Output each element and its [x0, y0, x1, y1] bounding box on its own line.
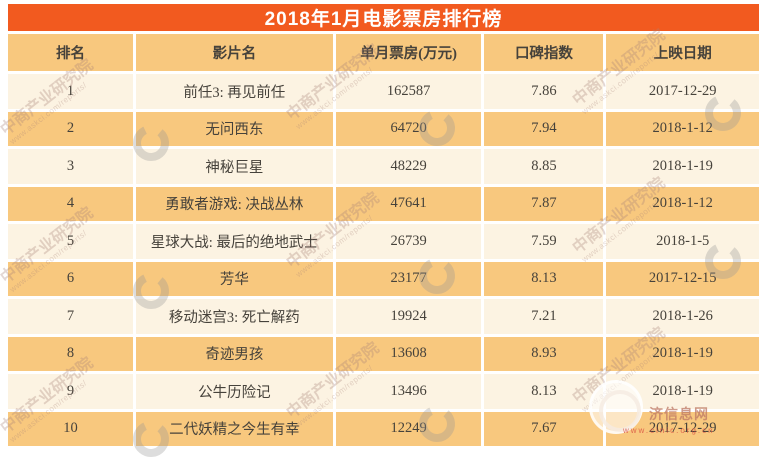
cell-boxoffice: 48229	[335, 149, 482, 184]
cell-date: 2018-1-26	[606, 299, 759, 334]
cell-score: 8.93	[484, 336, 604, 371]
cell-score: 7.86	[484, 74, 604, 109]
cell-boxoffice: 23177	[335, 261, 482, 296]
cell-movie: 二代妖精之今生有幸	[135, 411, 333, 446]
cell-score: 8.85	[484, 149, 604, 184]
page-title: 2018年1月电影票房排行榜	[8, 4, 759, 31]
cell-boxoffice: 162587	[335, 74, 482, 109]
cell-date: 2018-1-12	[606, 186, 759, 221]
cell-boxoffice: 12249	[335, 411, 482, 446]
cell-rank: 9	[8, 374, 133, 409]
cell-movie: 公牛历险记	[135, 374, 333, 409]
cell-boxoffice: 64720	[335, 111, 482, 146]
col-header-movie: 影片名	[135, 34, 333, 71]
cell-date: 2018-1-5	[606, 224, 759, 259]
cell-boxoffice: 19924	[335, 299, 482, 334]
cell-rank: 10	[8, 411, 133, 446]
cell-score: 7.94	[484, 111, 604, 146]
cell-movie: 前任3: 再见前任	[135, 74, 333, 109]
table-grid: 排名 影片名 单月票房(万元) 口碑指数 上映日期 1 前任3: 再见前任 16…	[8, 34, 759, 446]
cell-boxoffice: 47641	[335, 186, 482, 221]
col-header-score: 口碑指数	[484, 34, 604, 71]
cell-date: 2018-1-19	[606, 336, 759, 371]
cell-date: 2017-12-29	[606, 411, 759, 446]
cell-movie: 星球大战: 最后的绝地武士	[135, 224, 333, 259]
cell-rank: 4	[8, 186, 133, 221]
cell-movie: 勇敢者游戏: 决战丛林	[135, 186, 333, 221]
cell-movie: 移动迷宫3: 死亡解药	[135, 299, 333, 334]
cell-boxoffice: 13608	[335, 336, 482, 371]
col-header-date: 上映日期	[606, 34, 759, 71]
cell-date: 2017-12-15	[606, 261, 759, 296]
cell-date: 2017-12-29	[606, 74, 759, 109]
cell-rank: 1	[8, 74, 133, 109]
cell-rank: 3	[8, 149, 133, 184]
col-header-boxoffice: 单月票房(万元)	[335, 34, 482, 71]
cell-rank: 2	[8, 111, 133, 146]
cell-movie: 神秘巨星	[135, 149, 333, 184]
cell-movie: 奇迹男孩	[135, 336, 333, 371]
cell-score: 7.59	[484, 224, 604, 259]
cell-rank: 6	[8, 261, 133, 296]
col-header-rank: 排名	[8, 34, 133, 71]
cell-score: 7.67	[484, 411, 604, 446]
cell-score: 7.21	[484, 299, 604, 334]
cell-movie: 芳华	[135, 261, 333, 296]
cell-rank: 7	[8, 299, 133, 334]
cell-score: 7.87	[484, 186, 604, 221]
cell-date: 2018-1-19	[606, 149, 759, 184]
cell-boxoffice: 26739	[335, 224, 482, 259]
cell-rank: 8	[8, 336, 133, 371]
cell-boxoffice: 13496	[335, 374, 482, 409]
cell-score: 8.13	[484, 261, 604, 296]
ranking-table: 2018年1月电影票房排行榜 排名 影片名 单月票房(万元) 口碑指数 上映日期…	[8, 4, 759, 446]
cell-date: 2018-1-12	[606, 111, 759, 146]
cell-date: 2018-1-19	[606, 374, 759, 409]
cell-movie: 无问西东	[135, 111, 333, 146]
cell-rank: 5	[8, 224, 133, 259]
cell-score: 8.13	[484, 374, 604, 409]
